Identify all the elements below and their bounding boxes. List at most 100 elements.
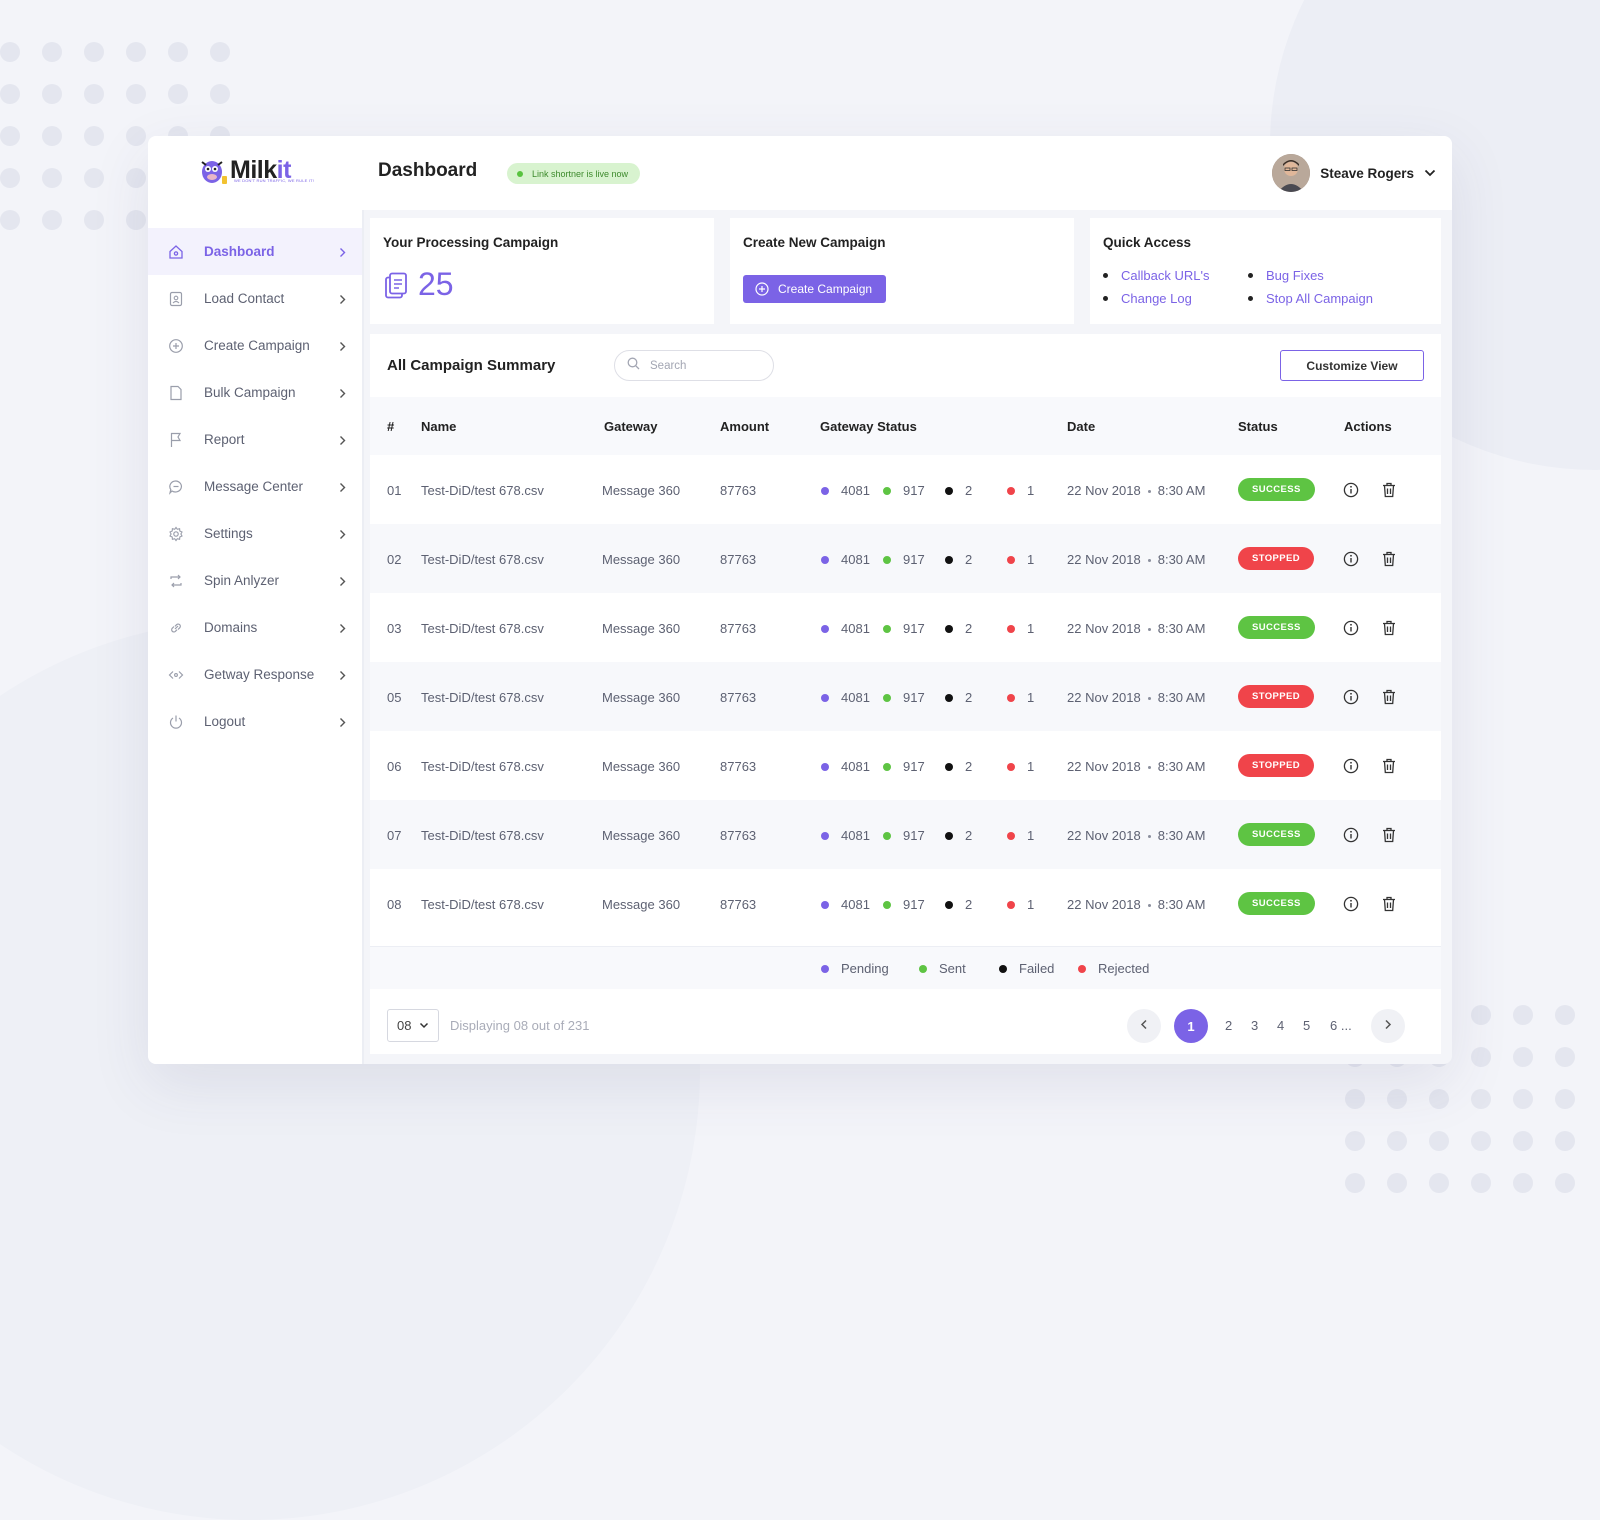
create-campaign-button[interactable]: Create Campaign [743,275,887,303]
info-icon[interactable] [1342,619,1360,637]
search-box [614,350,774,381]
sidebar-item-domains[interactable]: Domains [148,604,362,651]
status-dot [945,831,953,840]
sidebar-item-message-center[interactable]: Message Center [148,463,362,510]
brand-logo[interactable]: Milkit [198,154,291,186]
row-number: 05 [387,690,402,705]
quick-access-link[interactable]: Change Log [1103,291,1248,306]
sidebar-item-create-campaign[interactable]: Create Campaign [148,322,362,369]
announcement-text: Link shortner is live now [532,168,629,179]
trash-icon[interactable] [1380,619,1398,637]
table-row[interactable]: 08 Test-DiD/test 678.csv Message 360 87763 4… [370,869,1441,938]
table-row[interactable]: 07 Test-DiD/test 678.csv Message 360 87763 4… [370,800,1441,869]
sidebar-item-label: Report [204,432,245,447]
user-menu[interactable]: Steave Rogers [1272,154,1436,192]
legend-label: Failed [1019,961,1055,976]
campaign-name: Test-DiD/test 678.csv [421,552,544,567]
page-number-button[interactable]: 2 [1225,1018,1233,1033]
sent-count: 917 [883,483,925,498]
sidebar-item-load-contact[interactable]: Load Contact [148,275,362,322]
status-dot [821,624,829,633]
rejected-count: 1 [1007,552,1034,567]
info-icon[interactable] [1342,550,1360,568]
chevron-right-icon [1384,1017,1392,1035]
date-time: 22 Nov 2018 8:30 AM [1067,483,1205,498]
main-content: Dashboard Link shortner is live now [362,136,1452,1064]
sidebar-item-report[interactable]: Report [148,416,362,463]
sidebar-item-label: Getway Response [204,667,315,682]
failed-count: 2 [945,759,972,774]
pending-count: 4081 [821,897,870,912]
time-value: 8:30 AM [1157,483,1206,498]
link-icon [168,620,184,636]
status-dot [945,693,953,702]
page-number-button[interactable]: 6 ... [1330,1018,1352,1033]
sidebar: Milkit WE DON'T RUN TRAFFIC, WE RULE IT!… [148,136,364,1064]
sidebar-item-bulk-campaign[interactable]: Bulk Campaign [148,369,362,416]
status-dot [945,486,953,495]
next-page-button[interactable] [1371,1009,1405,1043]
prev-page-button[interactable] [1127,1009,1161,1043]
status-badge: STOPPED [1238,754,1315,777]
legend-dot [919,964,927,973]
separator-dot [1147,697,1151,701]
trash-icon[interactable] [1380,481,1398,499]
info-icon[interactable] [1342,757,1360,775]
trash-icon[interactable] [1380,757,1398,775]
amount-value: 87763 [720,828,757,843]
trash-icon[interactable] [1380,688,1398,706]
pending-count: 4081 [821,621,870,636]
sidebar-item-spin-anlyzer[interactable]: Spin Anlyzer [148,557,362,604]
status-badge: SUCCESS [1238,892,1315,915]
count-value: 1 [1027,483,1035,498]
count-value: 4081 [841,483,870,498]
table-row[interactable]: 02 Test-DiD/test 678.csv Message 360 87763 4… [370,524,1441,593]
quick-access-link[interactable]: Callback URL's [1103,268,1248,283]
column-header: Actions [1344,419,1392,434]
info-icon[interactable] [1342,688,1360,706]
status-dot [1007,624,1015,633]
count-value: 917 [903,552,925,567]
page-number-button[interactable]: 4 [1277,1018,1285,1033]
current-page-button[interactable]: 1 [1174,1009,1208,1043]
quick-access-card: Quick Access Callback URL's Bug Fixes Chan… [1090,218,1441,324]
quick-access-link[interactable]: Bug Fixes [1248,268,1398,283]
plus-circle-icon [755,282,769,296]
sidebar-item-dashboard[interactable]: Dashboard [148,228,362,275]
legend-label: Pending [841,961,889,976]
chevron-right-icon [339,480,346,498]
table-row[interactable]: 03 Test-DiD/test 678.csv Message 360 87763 4… [370,593,1441,662]
table-row[interactable]: 06 Test-DiD/test 678.csv Message 360 87763 4… [370,731,1441,800]
status-dot [821,900,829,909]
per-page-select[interactable]: 08 [387,1009,439,1042]
sidebar-item-label: Bulk Campaign [204,385,296,400]
card-title: Your Processing Campaign [383,235,559,250]
processing-count: 25 [418,266,454,302]
status-dot [1007,900,1015,909]
rejected-count: 1 [1007,483,1034,498]
failed-count: 2 [945,552,972,567]
quick-access-link-label: Change Log [1121,291,1192,306]
sidebar-item-getway-response[interactable]: Getway Response [148,651,362,698]
sidebar-item-settings[interactable]: Settings [148,510,362,557]
table-row[interactable]: 01 Test-DiD/test 678.csv Message 360 87763 4… [370,455,1441,524]
quick-access-link[interactable]: Stop All Campaign [1248,291,1398,306]
campaign-summary-panel: All Campaign Summary Customize View # Nam… [370,334,1441,1054]
info-icon[interactable] [1342,826,1360,844]
repeat-icon [168,573,184,589]
info-icon[interactable] [1342,895,1360,913]
table-row[interactable]: 05 Test-DiD/test 678.csv Message 360 87763 4… [370,662,1441,731]
date-value: 22 Nov 2018 [1067,552,1141,567]
trash-icon[interactable] [1380,826,1398,844]
page-number-button[interactable]: 3 [1251,1018,1259,1033]
search-input[interactable] [648,358,762,373]
column-header: Name [421,419,457,434]
trash-icon[interactable] [1380,550,1398,568]
page-number-button[interactable]: 5 [1303,1018,1311,1033]
sidebar-item-logout[interactable]: Logout [148,698,362,745]
count-value: 4081 [841,690,870,705]
customize-view-button[interactable]: Customize View [1280,350,1424,381]
sent-count: 917 [883,690,925,705]
trash-icon[interactable] [1380,895,1398,913]
info-icon[interactable] [1342,481,1360,499]
